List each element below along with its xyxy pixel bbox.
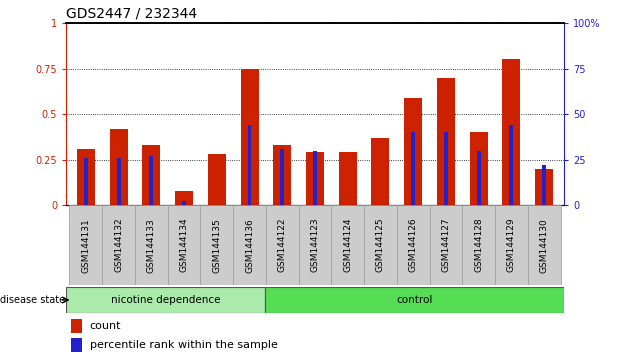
Text: GSM144134: GSM144134 — [180, 218, 188, 273]
FancyBboxPatch shape — [69, 205, 102, 285]
Text: GSM144122: GSM144122 — [278, 218, 287, 272]
Bar — [77, 149, 94, 205]
Bar — [339, 153, 357, 205]
Text: GSM144132: GSM144132 — [114, 218, 123, 273]
Text: GSM144128: GSM144128 — [474, 218, 483, 273]
Bar — [437, 78, 455, 205]
Bar — [110, 129, 127, 205]
Bar — [536, 169, 553, 205]
Text: count: count — [89, 321, 121, 331]
Bar — [404, 98, 422, 205]
Bar — [142, 145, 160, 205]
FancyBboxPatch shape — [200, 205, 233, 285]
Bar — [313, 151, 317, 205]
Bar — [84, 158, 88, 205]
Bar — [117, 158, 120, 205]
Bar — [175, 191, 193, 205]
FancyBboxPatch shape — [462, 205, 495, 285]
Text: GSM144127: GSM144127 — [442, 218, 450, 273]
FancyBboxPatch shape — [299, 205, 331, 285]
Text: nicotine dependence: nicotine dependence — [111, 295, 220, 305]
Text: GSM144123: GSM144123 — [311, 218, 319, 273]
Text: GSM144135: GSM144135 — [212, 218, 221, 273]
FancyBboxPatch shape — [233, 205, 266, 285]
Bar — [503, 59, 520, 205]
Bar — [444, 132, 448, 205]
FancyBboxPatch shape — [430, 205, 462, 285]
Bar — [71, 319, 82, 333]
FancyBboxPatch shape — [331, 205, 364, 285]
Text: GDS2447 / 232344: GDS2447 / 232344 — [66, 6, 197, 21]
Bar — [542, 165, 546, 205]
Text: disease state: disease state — [0, 295, 65, 305]
Bar — [248, 125, 251, 205]
FancyBboxPatch shape — [265, 287, 564, 313]
Bar — [273, 145, 291, 205]
Text: GSM144131: GSM144131 — [81, 218, 90, 273]
Text: GSM144136: GSM144136 — [245, 218, 254, 273]
Bar — [149, 156, 153, 205]
Bar — [306, 153, 324, 205]
Text: GSM144124: GSM144124 — [343, 218, 352, 272]
FancyBboxPatch shape — [364, 205, 397, 285]
FancyBboxPatch shape — [66, 287, 265, 313]
Bar — [182, 201, 186, 205]
FancyBboxPatch shape — [135, 205, 168, 285]
Text: control: control — [396, 295, 433, 305]
Text: GSM144129: GSM144129 — [507, 218, 516, 273]
Bar — [470, 132, 488, 205]
Text: GSM144133: GSM144133 — [147, 218, 156, 273]
FancyBboxPatch shape — [168, 205, 200, 285]
Text: GSM144125: GSM144125 — [376, 218, 385, 273]
Bar — [372, 138, 389, 205]
Text: GSM144126: GSM144126 — [409, 218, 418, 273]
FancyBboxPatch shape — [397, 205, 430, 285]
Bar — [411, 132, 415, 205]
FancyBboxPatch shape — [266, 205, 299, 285]
Bar — [241, 69, 258, 205]
FancyBboxPatch shape — [528, 205, 561, 285]
Bar — [510, 125, 513, 205]
Text: percentile rank within the sample: percentile rank within the sample — [89, 341, 277, 350]
FancyBboxPatch shape — [495, 205, 528, 285]
Bar — [477, 151, 481, 205]
Bar — [71, 338, 82, 352]
Text: GSM144130: GSM144130 — [540, 218, 549, 273]
FancyBboxPatch shape — [102, 205, 135, 285]
Bar — [208, 154, 226, 205]
Bar — [280, 149, 284, 205]
